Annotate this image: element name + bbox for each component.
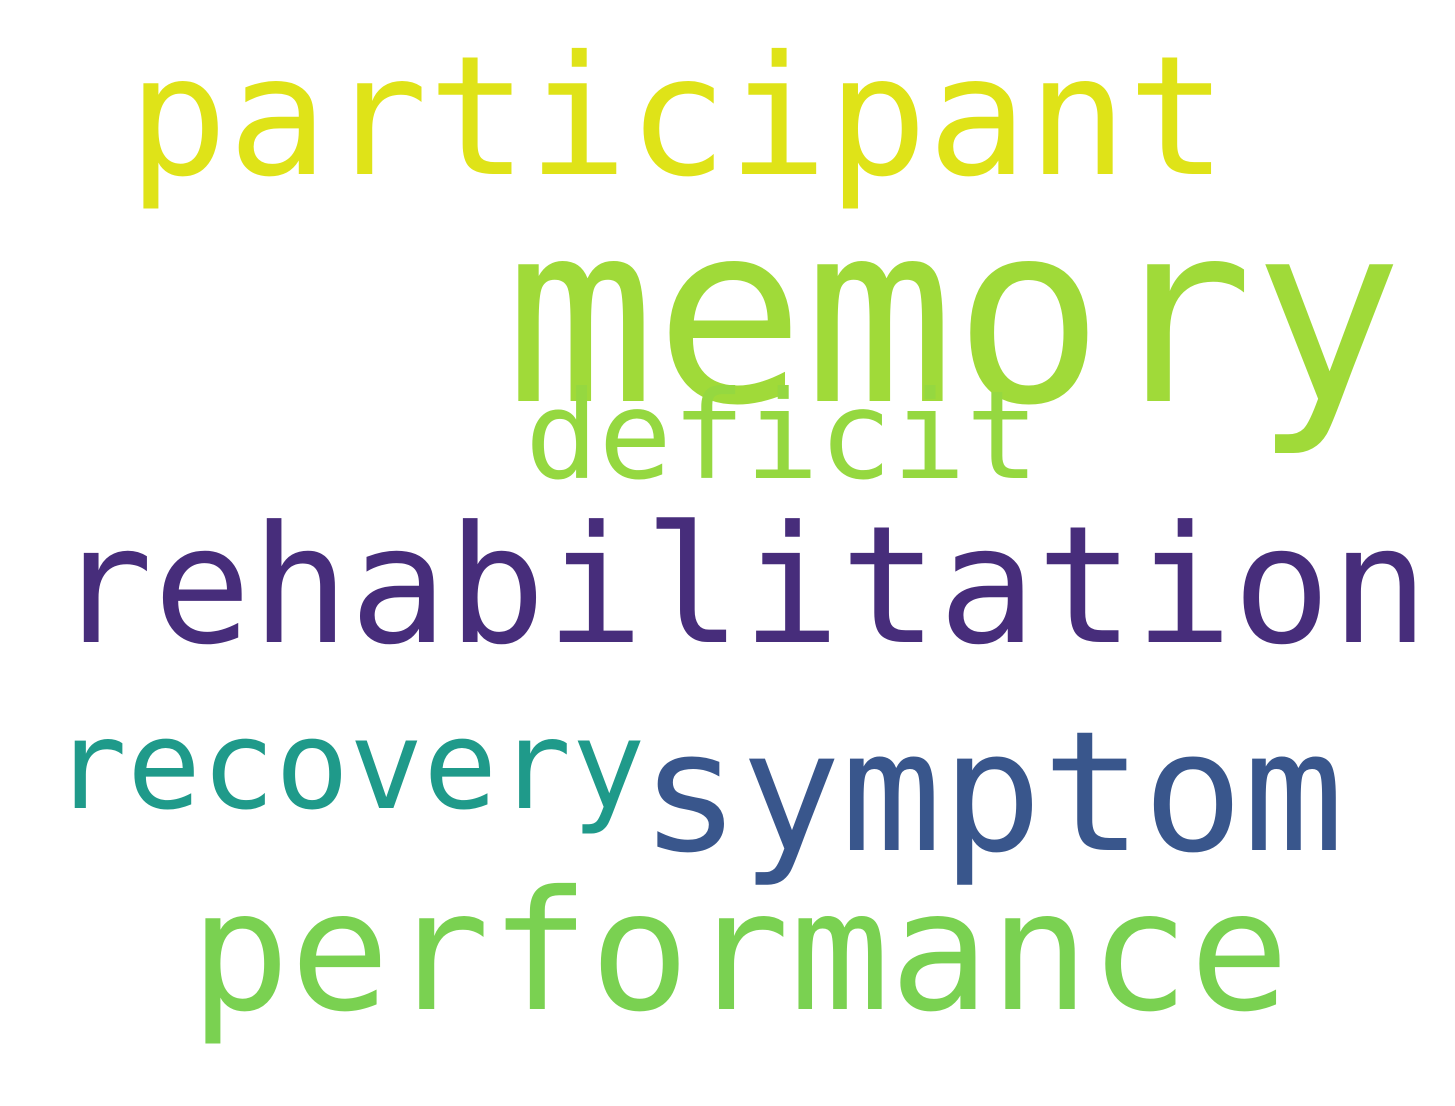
word-participant: participant (128, 21, 1228, 214)
word-performance: performance (190, 856, 1290, 1049)
word-rehabilitation: rehabilitation (55, 492, 1429, 681)
word-recovery: recovery (53, 695, 646, 838)
word-memory: memory (505, 169, 1403, 460)
word-symptom: symptom (640, 696, 1344, 890)
word-deficit: deficit (525, 365, 1040, 507)
